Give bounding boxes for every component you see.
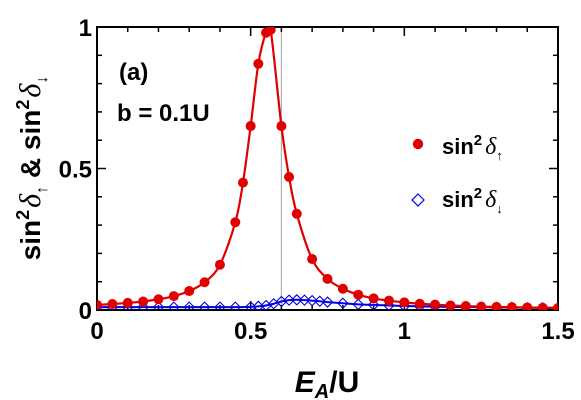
plot-frame [96, 26, 559, 311]
x-tick-label: 1 [398, 318, 411, 345]
series-down-point [168, 301, 180, 310]
legend-label-up: sin2 δ↑ [442, 132, 503, 163]
series-up-point [337, 283, 348, 294]
x-tick-label: 0 [90, 318, 103, 345]
legend: sin2 δ↑ sin2 δ↓ [411, 132, 503, 216]
series-up-point [383, 295, 394, 306]
x-tick-label: 0.5 [234, 318, 267, 345]
series-down-point [337, 297, 349, 309]
series-up-point [553, 303, 558, 310]
series-up-point [399, 297, 410, 308]
series-down-point [198, 301, 211, 310]
series-up-point [245, 121, 256, 132]
series-up-markers [97, 27, 558, 310]
x-tick-labels: 0 0.5 1 1.5 [90, 318, 574, 345]
series-up-point [307, 254, 318, 265]
series-up-point [322, 273, 333, 284]
series-up-point [522, 302, 533, 310]
legend-marker-up [412, 138, 424, 150]
series-up-point [237, 177, 248, 188]
series-down-point [298, 294, 311, 306]
series-down-point [352, 298, 365, 310]
series-up-point [97, 299, 102, 310]
series-up-point [214, 259, 225, 270]
axis-ticks [96, 26, 559, 311]
series-up-point [199, 277, 210, 288]
series-up-point [460, 301, 471, 310]
series-up-point [138, 296, 149, 307]
series-up-point [353, 289, 364, 300]
series-up-fit-line [97, 27, 558, 310]
series-up-point [476, 301, 487, 310]
series-down-point [183, 301, 195, 310]
series-down-point [229, 301, 242, 310]
y-tick-label: 0.5 [59, 157, 92, 184]
y-tick-label: 1 [79, 15, 92, 42]
series-up-point [253, 58, 264, 69]
series-up-point [368, 293, 379, 304]
series-down-point [367, 299, 380, 310]
series-up-point [537, 302, 548, 310]
x-axis-label: EA/U [295, 366, 359, 400]
legend-label-down: sin2 δ↓ [442, 185, 503, 216]
series-down-point [137, 301, 149, 310]
y-tick-labels: 00.51 [59, 15, 92, 325]
series-up-point [230, 217, 241, 228]
panel-label: (a) [119, 59, 148, 86]
x-tick-label: 1.5 [541, 318, 574, 345]
series-up-point [414, 298, 425, 309]
series-up-point [506, 302, 517, 310]
series-up-point [291, 208, 302, 219]
series-up-point [445, 300, 456, 310]
series-down-point [290, 294, 303, 306]
series-up-point [168, 291, 179, 302]
series-down-point [306, 294, 318, 307]
y-axis-label: sin2δ↑ & sin2δ↓ [13, 76, 51, 261]
series-up-point [122, 297, 133, 308]
series-down-point [314, 295, 326, 308]
series-down-point [152, 301, 165, 310]
series-up-point [430, 299, 441, 310]
legend-marker-down [411, 193, 425, 207]
series-up-point [276, 121, 287, 132]
series-up-point [107, 299, 118, 310]
y-tick-label: 0 [79, 298, 92, 325]
series-down-point [321, 296, 334, 308]
series-up-point [184, 286, 195, 297]
annotation-b: b = 0.1U [117, 100, 210, 127]
series-up-point [265, 27, 276, 35]
series-down-point [214, 301, 226, 310]
series-up-point [491, 301, 502, 310]
series-up-point [153, 294, 164, 305]
series-up-point [284, 171, 295, 182]
